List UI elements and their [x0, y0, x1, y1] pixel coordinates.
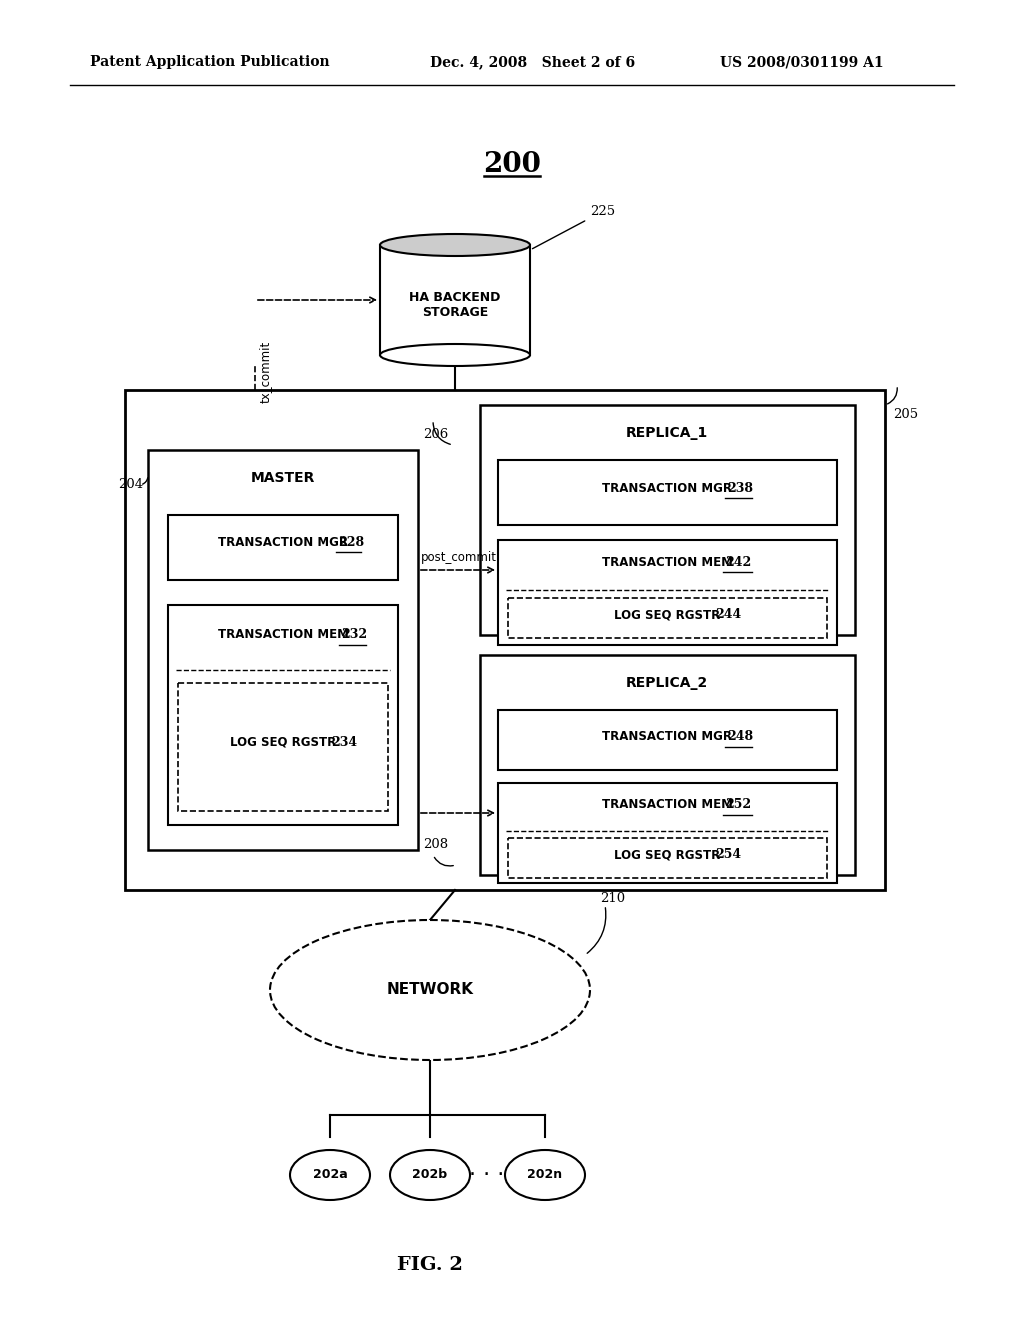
Bar	[480, 655, 855, 875]
Bar	[380, 246, 530, 355]
Text: TRANSACTION MGR: TRANSACTION MGR	[602, 482, 732, 495]
Text: · · ·: · · ·	[469, 1166, 505, 1185]
Ellipse shape	[380, 234, 530, 256]
Text: LOG SEQ RGSTR: LOG SEQ RGSTR	[613, 609, 720, 622]
Text: REPLICA_2: REPLICA_2	[626, 676, 709, 690]
Ellipse shape	[270, 920, 590, 1060]
Text: 206: 206	[423, 429, 449, 441]
Text: TRANSACTION MGR: TRANSACTION MGR	[218, 536, 348, 549]
Text: TRANSACTION MEM: TRANSACTION MEM	[217, 628, 348, 642]
Bar	[480, 405, 855, 635]
Ellipse shape	[505, 1150, 585, 1200]
Text: Dec. 4, 2008   Sheet 2 of 6: Dec. 4, 2008 Sheet 2 of 6	[430, 55, 635, 69]
Text: NETWORK: NETWORK	[386, 982, 473, 998]
Text: REPLICA_1: REPLICA_1	[626, 426, 709, 440]
Text: 202b: 202b	[413, 1168, 447, 1181]
Bar	[498, 459, 837, 525]
Text: 205: 205	[893, 408, 919, 421]
Text: TRANSACTION MGR: TRANSACTION MGR	[602, 730, 732, 743]
Text: 204: 204	[118, 479, 143, 491]
Text: 254: 254	[715, 849, 741, 862]
Bar	[125, 389, 885, 890]
Bar	[498, 783, 837, 883]
Text: HA BACKEND
STORAGE: HA BACKEND STORAGE	[410, 290, 501, 319]
Bar	[168, 515, 398, 579]
Text: TRANSACTION MEM: TRANSACTION MEM	[601, 799, 732, 812]
Text: US 2008/0301199 A1: US 2008/0301199 A1	[720, 55, 884, 69]
Ellipse shape	[390, 1150, 470, 1200]
Text: 200: 200	[483, 152, 541, 178]
Text: 248: 248	[727, 730, 753, 743]
Text: post_commit: post_commit	[421, 552, 497, 565]
Bar	[508, 598, 827, 638]
Ellipse shape	[380, 345, 530, 366]
Text: MASTER: MASTER	[251, 471, 315, 484]
Bar	[178, 682, 388, 810]
Text: 238: 238	[727, 482, 753, 495]
Ellipse shape	[290, 1150, 370, 1200]
Bar	[498, 710, 837, 770]
Text: 232: 232	[341, 628, 368, 642]
Text: 208: 208	[423, 838, 449, 851]
Text: LOG SEQ RGSTR: LOG SEQ RGSTR	[613, 849, 720, 862]
Text: 228: 228	[338, 536, 365, 549]
Text: 202n: 202n	[527, 1168, 562, 1181]
Text: Patent Application Publication: Patent Application Publication	[90, 55, 330, 69]
Text: 225: 225	[532, 205, 615, 248]
Text: 244: 244	[715, 609, 741, 622]
Text: LOG SEQ RGSTR: LOG SEQ RGSTR	[229, 735, 336, 748]
Text: 210: 210	[600, 892, 625, 906]
Text: FIG. 2: FIG. 2	[397, 1257, 463, 1274]
Bar	[508, 838, 827, 878]
Text: 234: 234	[331, 735, 357, 748]
Text: 252: 252	[725, 799, 752, 812]
Bar	[168, 605, 398, 825]
Text: tx_commit: tx_commit	[258, 341, 271, 403]
Text: 242: 242	[725, 556, 752, 569]
Bar	[498, 540, 837, 645]
Text: TRANSACTION MEM: TRANSACTION MEM	[601, 556, 732, 569]
Text: 202a: 202a	[312, 1168, 347, 1181]
Bar	[148, 450, 418, 850]
